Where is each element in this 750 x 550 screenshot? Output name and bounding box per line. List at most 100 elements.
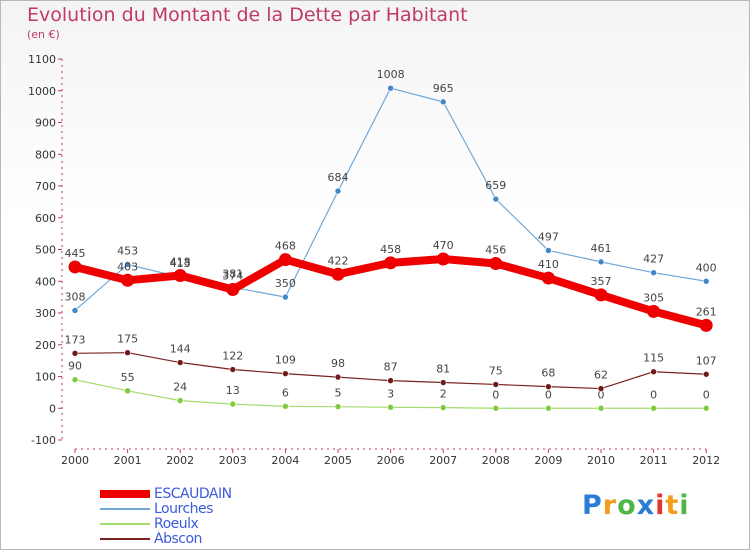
legend-swatch-abscon bbox=[100, 537, 150, 540]
data-point-escaudain bbox=[226, 283, 240, 297]
data-point-abscon bbox=[334, 373, 342, 381]
data-label-abscon: 107 bbox=[696, 354, 717, 367]
legend-swatch-roeulx bbox=[100, 522, 150, 525]
data-label-abscon: 144 bbox=[170, 343, 191, 356]
data-label-lourches: 965 bbox=[433, 82, 454, 95]
data-label-lourches: 350 bbox=[275, 277, 296, 290]
y-tick-label: 900 bbox=[35, 117, 56, 130]
data-point-lourches bbox=[650, 269, 657, 276]
x-tick-label: 2005 bbox=[324, 454, 352, 467]
data-point-roeulx bbox=[650, 404, 657, 412]
data-point-roeulx bbox=[282, 403, 289, 410]
data-label-abscon: 98 bbox=[331, 357, 345, 370]
data-label-abscon: 175 bbox=[117, 333, 138, 346]
logo-letter: i bbox=[679, 490, 690, 521]
x-tick-label: 2009 bbox=[534, 454, 562, 467]
y-tick-label: 500 bbox=[35, 244, 56, 257]
data-point-abscon bbox=[387, 377, 394, 384]
x-tick-label: 2001 bbox=[114, 454, 142, 467]
x-tick-label: 2008 bbox=[482, 454, 510, 467]
data-point-abscon bbox=[71, 350, 79, 357]
data-point-roeulx bbox=[439, 404, 447, 411]
data-point-escaudain bbox=[436, 252, 450, 266]
x-tick-label: 2007 bbox=[429, 454, 457, 467]
logo-letter: P bbox=[582, 490, 603, 521]
data-label-abscon: 87 bbox=[384, 361, 398, 374]
data-label-escaudain: 410 bbox=[538, 258, 559, 271]
data-point-lourches bbox=[439, 98, 447, 106]
logo-letter: x bbox=[636, 490, 656, 521]
logo-letter: t bbox=[665, 490, 680, 521]
data-label-escaudain: 374 bbox=[222, 270, 243, 283]
data-point-lourches bbox=[492, 195, 500, 203]
x-tick-label: 2003 bbox=[219, 454, 247, 467]
data-label-abscon: 62 bbox=[594, 369, 608, 382]
data-label-escaudain: 470 bbox=[433, 239, 454, 252]
data-label-roeulx: 2 bbox=[440, 388, 447, 401]
legend-item-roeulx: Roeulx bbox=[100, 516, 232, 532]
data-label-lourches: 1008 bbox=[377, 68, 405, 81]
y-tick-label: 600 bbox=[35, 212, 56, 225]
data-label-roeulx: 55 bbox=[121, 371, 135, 384]
chart-subtitle: (en €) bbox=[27, 28, 60, 41]
data-label-escaudain: 261 bbox=[696, 305, 717, 318]
x-tick-label: 2006 bbox=[377, 454, 405, 467]
data-label-escaudain: 456 bbox=[485, 243, 506, 256]
data-point-abscon bbox=[229, 366, 237, 373]
data-label-lourches: 308 bbox=[65, 290, 86, 303]
data-label-escaudain: 418 bbox=[170, 256, 191, 269]
chart-title: Evolution du Montant de la Dette par Hab… bbox=[27, 4, 468, 26]
data-point-escaudain bbox=[331, 267, 345, 281]
chart-legend: ESCAUDAIN Lourches Roeulx Abscon bbox=[100, 486, 232, 547]
legend-item-abscon: Abscon bbox=[100, 530, 232, 547]
data-point-abscon bbox=[545, 383, 552, 390]
data-point-abscon bbox=[597, 385, 605, 392]
legend-label-abscon: Abscon bbox=[154, 530, 202, 547]
data-point-escaudain bbox=[594, 288, 608, 302]
data-label-roeulx: 90 bbox=[68, 360, 82, 373]
x-tick-label: 2012 bbox=[692, 454, 720, 467]
data-label-roeulx: 5 bbox=[335, 387, 342, 400]
data-point-roeulx bbox=[387, 403, 394, 411]
data-point-roeulx bbox=[176, 397, 184, 404]
data-point-escaudain bbox=[489, 256, 503, 270]
y-tick-label: 700 bbox=[35, 180, 56, 193]
data-label-escaudain: 403 bbox=[117, 260, 138, 273]
data-label-roeulx: 0 bbox=[598, 388, 605, 401]
legend-swatch-lourches bbox=[100, 507, 150, 510]
data-label-roeulx: 13 bbox=[226, 384, 240, 397]
y-tick-label: 1000 bbox=[28, 85, 56, 98]
data-point-roeulx bbox=[124, 387, 131, 395]
data-point-lourches bbox=[387, 84, 394, 92]
data-label-escaudain: 305 bbox=[643, 291, 664, 304]
data-label-abscon: 122 bbox=[222, 350, 243, 363]
data-point-roeulx bbox=[545, 404, 552, 412]
data-label-lourches: 497 bbox=[538, 230, 559, 243]
legend-swatch-escaudain bbox=[100, 489, 150, 498]
data-point-lourches bbox=[282, 293, 289, 301]
proxiti-logo: Proxiti bbox=[582, 490, 690, 521]
data-point-escaudain bbox=[68, 260, 82, 274]
x-tick-label: 2004 bbox=[271, 454, 299, 467]
data-point-abscon bbox=[650, 368, 657, 376]
data-label-lourches: 684 bbox=[328, 171, 349, 184]
x-tick-label: 2010 bbox=[587, 454, 615, 467]
logo-letter: r bbox=[602, 490, 618, 521]
data-label-roeulx: 0 bbox=[703, 388, 710, 401]
y-tick-label: 0 bbox=[49, 402, 56, 415]
data-point-roeulx bbox=[334, 403, 342, 410]
data-label-lourches: 427 bbox=[643, 253, 664, 266]
data-point-escaudain bbox=[541, 271, 555, 285]
data-point-escaudain bbox=[699, 318, 713, 332]
y-tick-label: 400 bbox=[35, 275, 56, 288]
data-point-abscon bbox=[439, 379, 447, 386]
data-point-escaudain bbox=[121, 273, 135, 287]
data-label-escaudain: 458 bbox=[380, 243, 401, 256]
data-label-lourches: 659 bbox=[485, 179, 506, 192]
data-point-abscon bbox=[492, 381, 500, 388]
data-point-lourches bbox=[545, 247, 552, 254]
data-label-abscon: 109 bbox=[275, 354, 296, 367]
data-label-lourches: 453 bbox=[117, 244, 138, 257]
x-tick-label: 2002 bbox=[166, 454, 194, 467]
data-point-roeulx bbox=[702, 404, 710, 412]
